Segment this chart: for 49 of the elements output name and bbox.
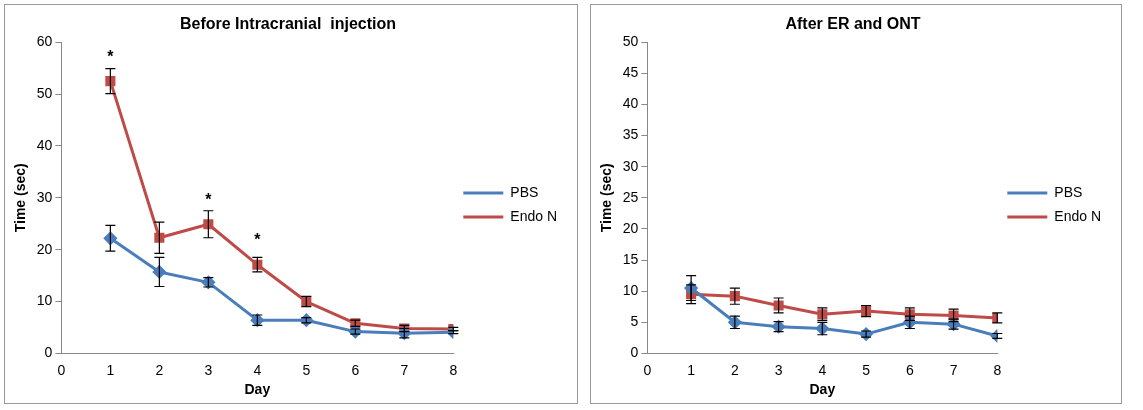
annotation: *	[205, 190, 213, 208]
y-tick-label: 30	[622, 157, 639, 174]
y-tick-label: 30	[36, 188, 53, 205]
y-tick-label: 40	[36, 136, 53, 153]
y-tick-label: 50	[36, 84, 53, 101]
y-tick-label: 15	[622, 250, 639, 267]
y-tick-label: 20	[36, 240, 53, 257]
x-tick-label: 1	[106, 361, 115, 378]
y-tick-label: 5	[630, 313, 639, 330]
x-axis-title: Day	[809, 381, 836, 398]
legend-label: Endo N	[510, 207, 558, 224]
x-tick-label: 7	[949, 361, 958, 378]
x-tick-label: 7	[400, 361, 409, 378]
y-tick-label: 0	[44, 344, 53, 361]
legend-label: PBS	[510, 183, 539, 200]
y-tick-label: 10	[622, 282, 639, 299]
y-tick-label: 25	[622, 188, 639, 205]
x-tick-label: 8	[449, 361, 458, 378]
y-tick-label: 40	[622, 95, 639, 112]
x-axis-title: Day	[244, 381, 271, 398]
x-tick-label: 5	[862, 361, 871, 378]
x-tick-label: 0	[643, 361, 652, 378]
x-tick-label: 6	[905, 361, 914, 378]
x-tick-label: 5	[302, 361, 311, 378]
x-tick-label: 4	[253, 361, 262, 378]
x-tick-label: 0	[57, 361, 66, 378]
y-tick-label: 45	[622, 64, 639, 81]
x-tick-label: 3	[204, 361, 213, 378]
x-tick-label: 4	[818, 361, 827, 378]
x-tick-label: 2	[730, 361, 739, 378]
y-tick-label: 60	[36, 33, 53, 50]
y-tick-label: 0	[630, 344, 639, 361]
y-axis-title: Time (sec)	[12, 163, 29, 233]
chart-title: After ER and ONT	[785, 15, 921, 33]
x-tick-label: 3	[774, 361, 783, 378]
y-tick-label: 50	[622, 33, 639, 50]
chart-title: Before Intracranial injection	[179, 15, 397, 33]
annotation: *	[254, 231, 262, 249]
y-tick-label: 35	[622, 126, 639, 143]
annotation: *	[107, 47, 115, 65]
x-tick-label: 6	[351, 361, 360, 378]
legend-label: PBS	[1054, 183, 1083, 200]
y-tick-label: 20	[622, 219, 639, 236]
x-tick-label: 8	[993, 361, 1002, 378]
x-tick-label: 1	[687, 361, 696, 378]
legend-label: Endo N	[1054, 207, 1102, 224]
y-axis-title: Time (sec)	[598, 163, 615, 233]
x-tick-label: 2	[155, 361, 164, 378]
y-tick-label: 10	[36, 292, 53, 309]
